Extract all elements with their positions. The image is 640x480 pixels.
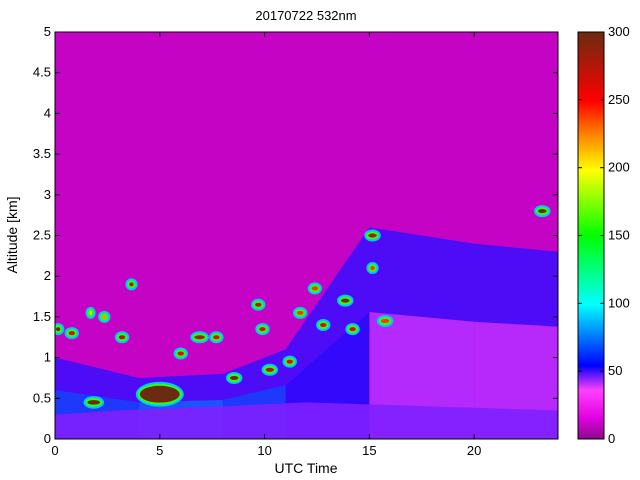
cloud-core xyxy=(255,302,262,307)
cloud-core xyxy=(311,286,319,291)
x-axis: 0 5 10 15 20 xyxy=(51,32,481,458)
y-tick-label: 2 xyxy=(44,268,51,283)
y-tick-label: 3 xyxy=(44,187,51,202)
x-tick-label: 15 xyxy=(362,443,376,458)
x-tick-label: 10 xyxy=(257,443,271,458)
colorbar-tick-label: 0 xyxy=(608,431,615,446)
colorbar-tick-label: 50 xyxy=(608,363,622,378)
boundary-layer xyxy=(55,402,558,439)
cloud-core xyxy=(194,335,205,340)
cloud-core xyxy=(129,282,134,287)
cloud-core xyxy=(87,400,101,405)
y-tick-label: 5 xyxy=(44,24,51,39)
y-tick-label: 1.5 xyxy=(33,309,51,324)
cloud-core xyxy=(297,310,304,315)
y-tick-label: 0 xyxy=(44,431,51,446)
colorbar-tick-label: 150 xyxy=(608,228,630,243)
cloud-core xyxy=(56,327,61,332)
plot-area xyxy=(55,32,558,439)
colorbar-axis: 0 50 100 150 200 250 300 xyxy=(578,24,630,446)
cloud-core xyxy=(229,375,239,380)
y-tick-label: 2.5 xyxy=(33,228,51,243)
cloud-core xyxy=(259,327,266,332)
cloud-core xyxy=(538,209,547,214)
cloud-core xyxy=(68,331,75,336)
cloud-core xyxy=(177,351,184,356)
x-axis-label: UTC Time xyxy=(275,460,338,476)
y-tick-label: 3.5 xyxy=(33,146,51,161)
cloud-core xyxy=(380,318,390,323)
colorbar xyxy=(577,31,605,440)
colorbar-tick-label: 300 xyxy=(608,24,630,39)
cloud-core xyxy=(102,314,107,319)
cloud-core xyxy=(89,310,92,315)
cloud-core xyxy=(286,359,293,364)
x-tick-label: 20 xyxy=(467,443,481,458)
cloud-core xyxy=(341,298,350,303)
cloud-core xyxy=(320,323,327,328)
y-tick-label: 4.5 xyxy=(33,65,51,80)
y-axis: 0 0.5 1 1.5 2 2.5 3 3.5 4 4.5 5 xyxy=(33,24,558,446)
y-tick-label: 0.5 xyxy=(33,390,51,405)
cloud-core xyxy=(370,266,375,271)
chart-title: 20170722 532nm xyxy=(255,8,356,23)
cloud-core xyxy=(349,327,356,332)
x-tick-label: 0 xyxy=(51,443,58,458)
cloud-core xyxy=(368,233,377,238)
cloud-core xyxy=(213,335,220,340)
y-tick-label: 1 xyxy=(44,350,51,365)
cloud-core xyxy=(265,367,275,372)
x-tick-label: 5 xyxy=(156,443,163,458)
cloud-core xyxy=(139,385,180,403)
colorbar-tick-label: 250 xyxy=(608,92,630,107)
y-axis-label: Altitude [km] xyxy=(4,196,20,273)
colorbar-tick-label: 200 xyxy=(608,160,630,175)
cloud-core xyxy=(118,335,126,340)
colorbar-tick-label: 100 xyxy=(608,295,630,310)
y-tick-label: 4 xyxy=(44,105,51,120)
